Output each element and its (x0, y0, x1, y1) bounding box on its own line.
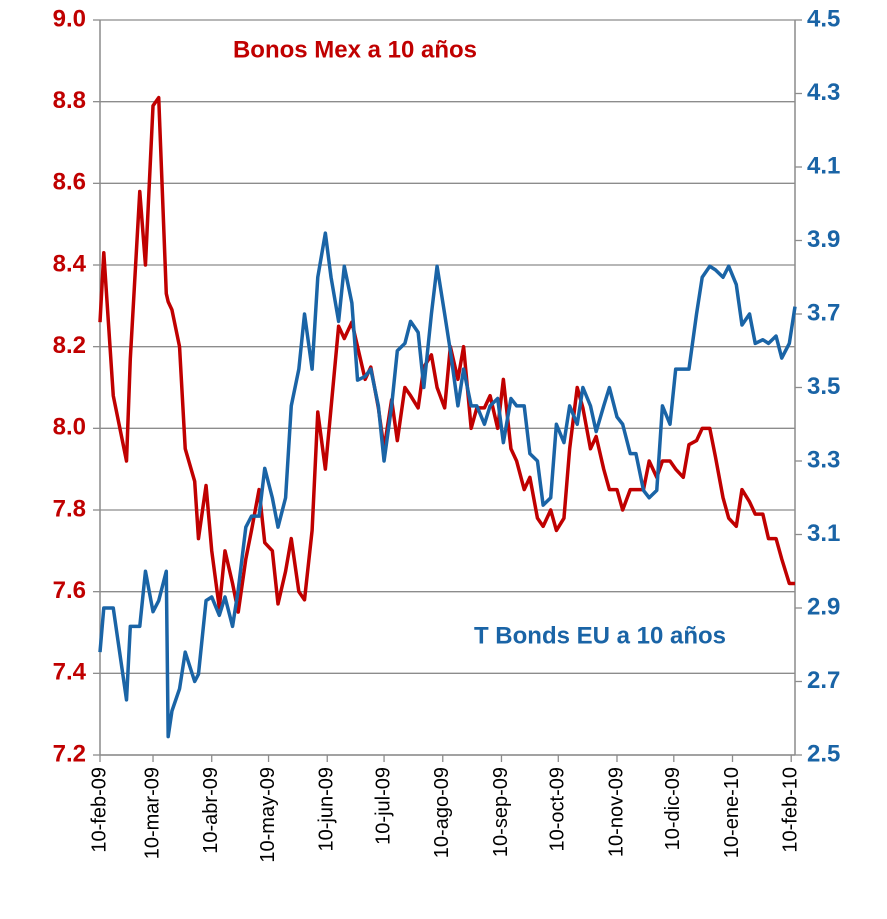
y-tick-label: 8.2 (53, 332, 86, 359)
y2-tick-label: 3.9 (807, 226, 840, 253)
x-tick-label: 10-ene-10 (721, 767, 743, 858)
x-tick-label: 10-ago-09 (431, 767, 453, 858)
y2-tick-label: 2.7 (807, 667, 840, 694)
y-tick-label: 8.6 (53, 169, 86, 196)
y2-tick-label: 4.3 (807, 79, 840, 106)
y-tick-label: 9.0 (53, 5, 86, 32)
series-label: T Bonds EU a 10 años (474, 622, 726, 649)
x-tick-label: 10-may-09 (257, 767, 279, 863)
y2-tick-label: 3.1 (807, 520, 840, 547)
y-tick-label: 8.8 (53, 87, 86, 114)
y-tick-label: 8.0 (53, 414, 86, 441)
y-tick-label: 7.6 (53, 577, 86, 604)
x-tick-label: 10-feb-09 (88, 767, 110, 853)
y-tick-label: 7.4 (53, 659, 87, 686)
y-tick-label: 7.8 (53, 495, 86, 522)
x-tick-label: 10-abr-09 (200, 767, 222, 854)
x-tick-label: 10-mar-09 (141, 767, 163, 859)
x-tick-label: 10-feb-10 (779, 767, 801, 853)
x-tick-label: 10-nov-09 (605, 767, 627, 857)
y2-tick-label: 4.5 (807, 5, 840, 32)
y2-tick-label: 3.3 (807, 446, 840, 473)
y-tick-label: 7.2 (53, 740, 86, 767)
x-tick-label: 10-dic-09 (662, 767, 684, 850)
x-tick-label: 10-sep-09 (490, 767, 512, 857)
y2-tick-label: 3.7 (807, 299, 840, 326)
y2-tick-label: 2.9 (807, 593, 840, 620)
x-tick-label: 10-jun-09 (316, 767, 338, 852)
y2-tick-label: 4.1 (807, 152, 840, 179)
y2-tick-label: 3.5 (807, 373, 840, 400)
x-tick-label: 10-oct-09 (547, 767, 569, 852)
x-tick-label: 10-jul-09 (372, 767, 394, 845)
series-line (98, 231, 797, 739)
series-line (98, 95, 795, 614)
y-tick-label: 8.4 (53, 250, 87, 277)
y2-tick-label: 2.5 (807, 740, 840, 767)
series-label: Bonos Mex a 10 años (233, 36, 477, 63)
